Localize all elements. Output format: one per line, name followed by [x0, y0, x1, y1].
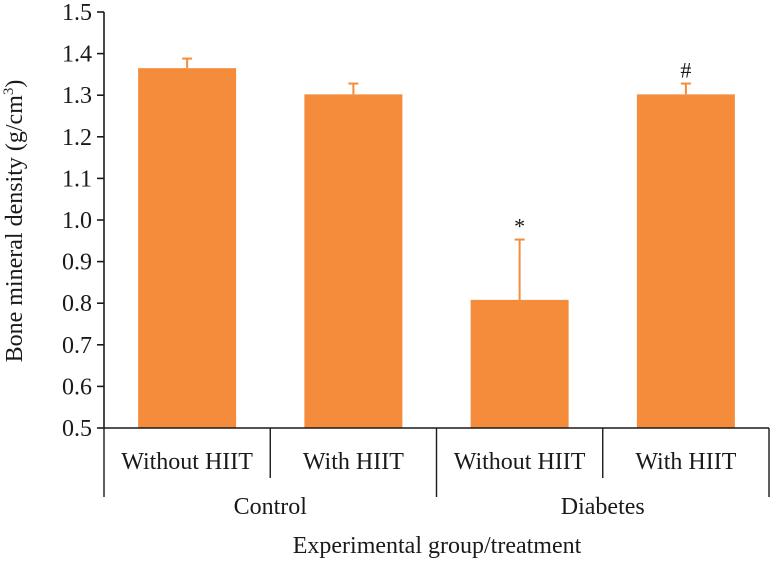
bar: [470, 299, 569, 428]
x-category-label: With HIIT: [635, 449, 736, 475]
bar: [304, 94, 403, 429]
y-tick-label: 0.7: [62, 333, 92, 359]
y-axis-title: Bone mineral density (g/cm3): [1, 80, 28, 363]
y-tick-label: 1.5: [62, 0, 92, 26]
y-tick-label: 1.1: [62, 166, 92, 192]
bars: *#: [138, 58, 735, 429]
y-tick-label: 0.9: [62, 250, 92, 276]
significance-marker: #: [680, 58, 691, 83]
y-tick-label: 0.5: [62, 416, 92, 442]
bar: [138, 68, 237, 428]
x-group-label: Control: [234, 494, 308, 520]
y-axis-title-main: Bone mineral density (g/cm: [2, 95, 28, 363]
y-axis-title-end: ): [2, 80, 28, 88]
x-category-label: Without HIIT: [121, 449, 253, 475]
y-tick-label: 1.4: [62, 42, 92, 68]
y-axis: 0.5 0.6 0.7 0.8 0.9 1.0 1.1 1.2 1.3 1.4 1.5: [62, 0, 105, 442]
y-tick-label: 0.6: [62, 374, 92, 400]
y-tick-label: 1.0: [62, 208, 92, 234]
y-axis-title-superscript: 3: [1, 88, 17, 96]
significance-marker: *: [514, 214, 525, 239]
y-tick-label: 1.2: [62, 125, 92, 151]
y-tick-label: 0.8: [62, 291, 92, 317]
x-category-label: Without HIIT: [454, 449, 586, 475]
bar: [636, 94, 735, 429]
x-axis-title: Experimental group/treatment: [293, 533, 582, 559]
y-tick-label: 1.3: [62, 83, 92, 109]
x-category-label: With HIIT: [303, 449, 404, 475]
x-group-label: Diabetes: [561, 494, 645, 520]
x-axis: Without HIIT With HIIT Without HIIT With HI…: [103, 427, 770, 520]
